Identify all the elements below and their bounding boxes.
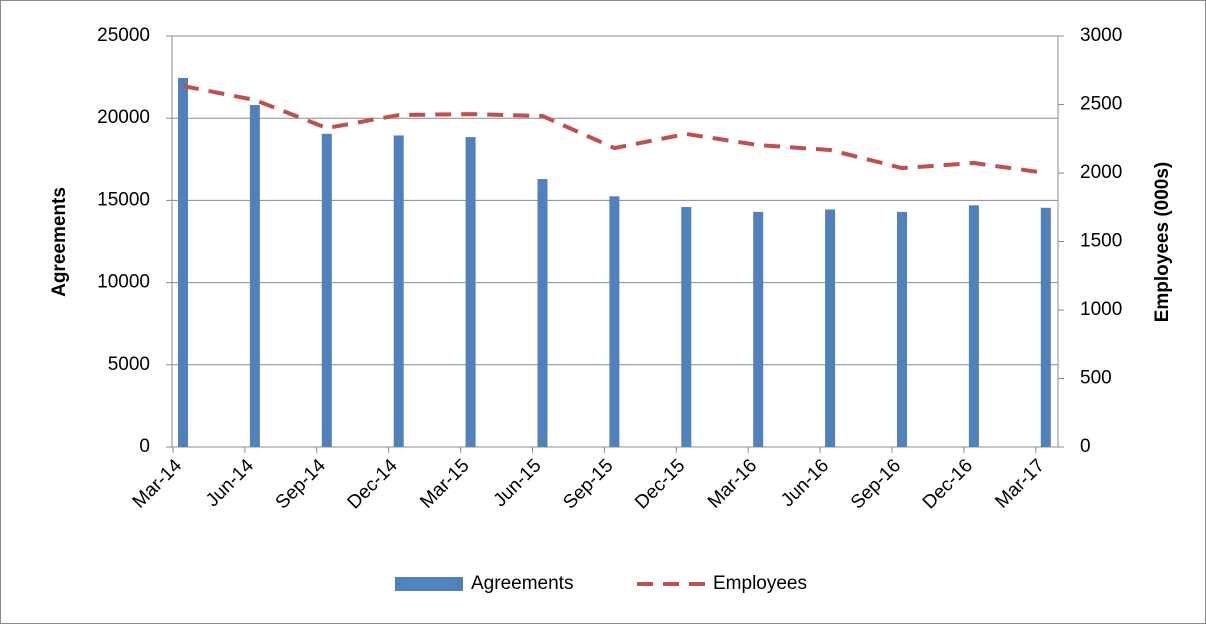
bar: [897, 211, 907, 447]
y2-tick-label: 0: [1080, 436, 1091, 457]
legend-label: Employees: [713, 573, 807, 594]
y-tick-label: 0: [139, 436, 150, 457]
y2-tick-label: 2500: [1080, 94, 1122, 115]
y2-tick-label: 3000: [1080, 25, 1122, 46]
bar: [178, 77, 188, 447]
y2-tick-label: 500: [1080, 368, 1112, 389]
bar: [321, 133, 332, 447]
y-axis-title: Agreements: [49, 187, 70, 297]
y2-axis-title: Employees (000s): [1152, 162, 1173, 323]
bar: [609, 196, 620, 447]
y-tick-label: 20000: [97, 107, 150, 128]
line: [182, 84, 1047, 175]
y-tick-label: 15000: [97, 189, 150, 210]
y-tick-label: 10000: [97, 272, 150, 293]
y2-tick-label: 2000: [1080, 162, 1122, 183]
bar: [825, 209, 836, 447]
legend-label: Agreements: [471, 573, 573, 594]
legend-swatch: [395, 577, 463, 591]
bar: [393, 135, 404, 447]
y-tick-label: 5000: [108, 354, 150, 375]
bar: [1040, 207, 1051, 447]
bar: [465, 137, 476, 447]
bar: [681, 206, 692, 447]
bar: [753, 211, 764, 447]
y-tick-label: 25000: [97, 25, 150, 46]
bar: [968, 205, 979, 447]
bar: [537, 179, 548, 447]
bar: [249, 105, 260, 447]
y2-tick-label: 1000: [1080, 299, 1122, 320]
y2-tick-label: 1500: [1080, 231, 1122, 252]
